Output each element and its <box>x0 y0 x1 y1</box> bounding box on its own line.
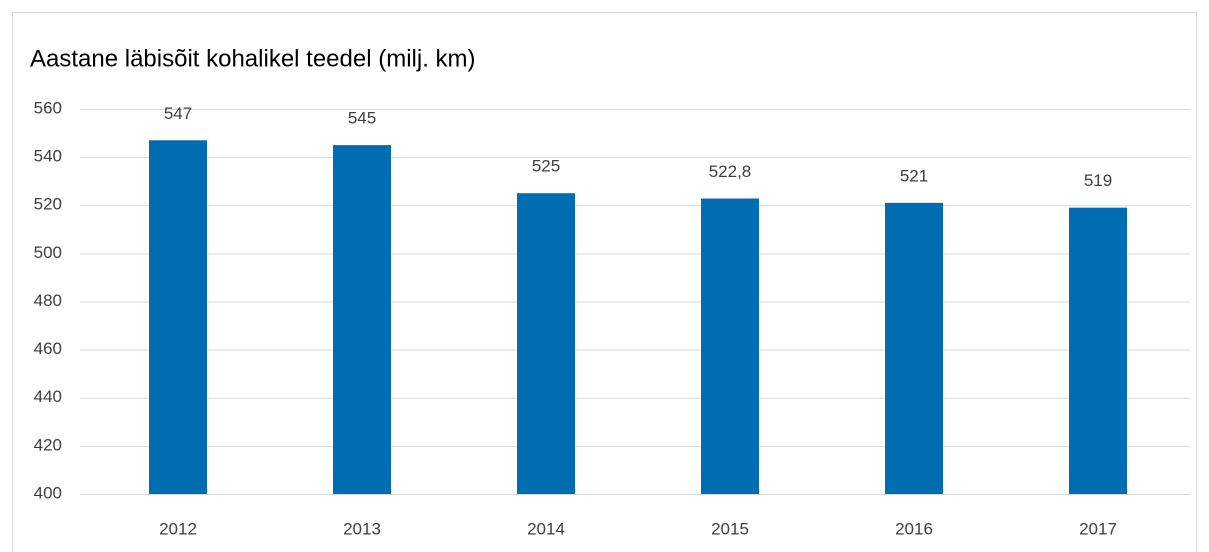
bar <box>333 145 391 494</box>
data-label: 522,8 <box>709 162 752 181</box>
y-tick-label: 560 <box>34 98 62 117</box>
chart-border <box>12 12 1197 552</box>
y-tick-label: 420 <box>34 435 62 454</box>
data-label: 547 <box>164 104 192 123</box>
bar <box>1069 207 1127 494</box>
x-tick-label: 2013 <box>343 519 381 538</box>
y-tick-label: 520 <box>34 195 62 214</box>
data-label: 521 <box>900 166 928 185</box>
x-tick-label: 2017 <box>1079 519 1117 538</box>
bar <box>149 140 207 494</box>
data-label: 519 <box>1084 171 1112 190</box>
x-tick-label: 2016 <box>895 519 933 538</box>
y-tick-label: 460 <box>34 339 62 358</box>
y-tick-label: 440 <box>34 387 62 406</box>
y-tick-label: 540 <box>34 147 62 166</box>
chart-title: Aastane läbisõit kohalikel teedel (milj.… <box>30 45 476 72</box>
bar <box>517 193 575 494</box>
data-label: 545 <box>348 109 376 128</box>
x-tick-label: 2014 <box>527 519 565 538</box>
y-tick-label: 500 <box>34 243 62 262</box>
bar <box>885 202 943 494</box>
y-tick-label: 480 <box>34 291 62 310</box>
bar <box>701 198 759 494</box>
data-label: 525 <box>532 157 560 176</box>
x-tick-label: 2015 <box>711 519 749 538</box>
x-tick-label: 2012 <box>159 519 197 538</box>
y-tick-label: 400 <box>34 483 62 502</box>
